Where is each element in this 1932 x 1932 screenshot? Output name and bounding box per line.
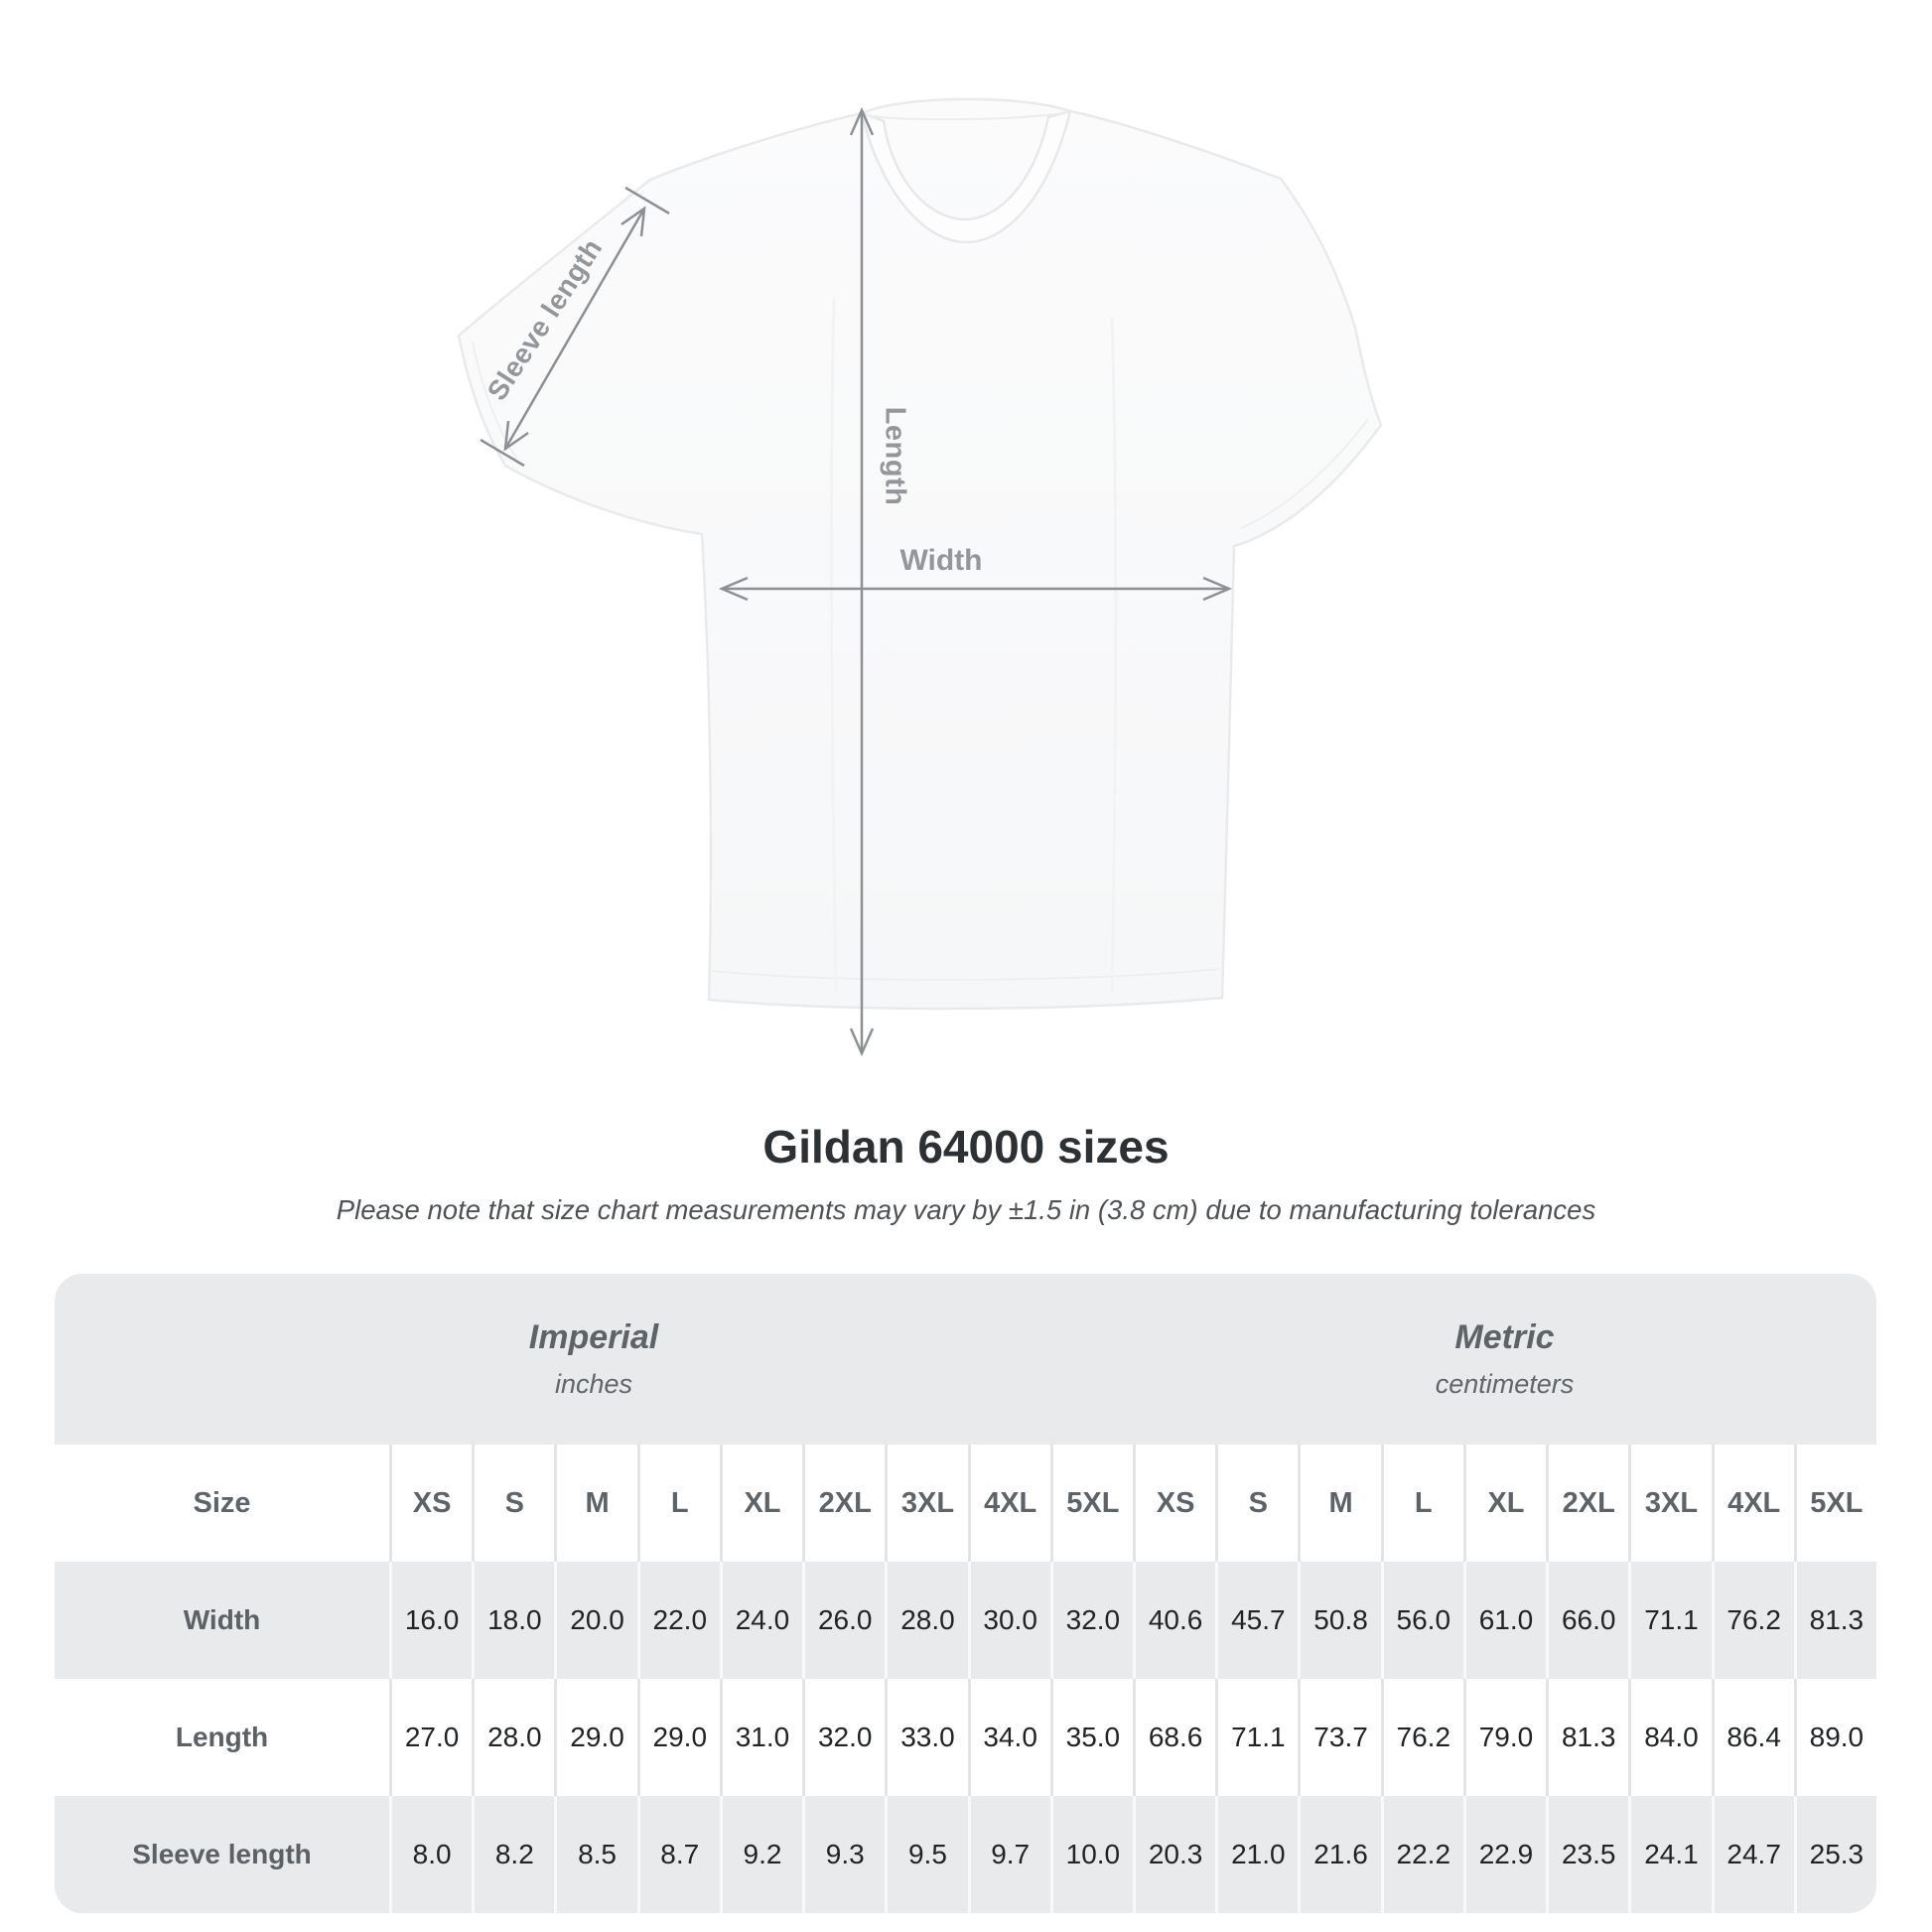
value-cell: 33.0 <box>885 1679 968 1796</box>
value-cell: 29.0 <box>636 1679 720 1796</box>
size-header-cell: L <box>1380 1445 1463 1562</box>
value-cell: 20.3 <box>1132 1796 1216 1913</box>
value-cell: 28.0 <box>472 1679 555 1796</box>
size-header-cell: XL <box>1462 1445 1547 1562</box>
value-cell: 79.0 <box>1462 1679 1547 1796</box>
value-cell: 8.0 <box>389 1796 473 1913</box>
value-cell: 18.0 <box>472 1562 555 1679</box>
size-header-cell: 2XL <box>802 1445 886 1562</box>
value-cell: 76.2 <box>1711 1562 1794 1679</box>
page-title: Gildan 64000 sizes <box>762 1121 1170 1173</box>
value-cell: 32.0 <box>1049 1562 1133 1679</box>
value-cell: 81.3 <box>1793 1562 1876 1679</box>
value-cell: 16.0 <box>389 1562 473 1679</box>
value-cell: 24.7 <box>1711 1796 1794 1913</box>
value-cell: 9.3 <box>802 1796 886 1913</box>
value-cell: 24.0 <box>719 1562 803 1679</box>
measurement-label: Sleeve length <box>55 1796 389 1913</box>
value-cell: 25.3 <box>1793 1796 1876 1913</box>
value-cell: 23.5 <box>1546 1796 1629 1913</box>
size-header-cell: M <box>554 1445 637 1562</box>
value-cell: 10.0 <box>1049 1796 1133 1913</box>
length-label: Length <box>879 406 911 506</box>
size-table: Imperial inches Metric centimeters Size X… <box>55 1274 1876 1913</box>
value-cell: 50.8 <box>1298 1562 1381 1679</box>
size-header-cell: 3XL <box>1628 1445 1712 1562</box>
value-cell: 28.0 <box>885 1562 968 1679</box>
value-cell: 21.6 <box>1298 1796 1381 1913</box>
value-cell: 86.4 <box>1711 1679 1794 1796</box>
sleeve-length-arrow <box>480 186 670 468</box>
size-header-cell: 2XL <box>1546 1445 1629 1562</box>
metric-title: Metric <box>1454 1318 1555 1356</box>
value-cell: 71.1 <box>1215 1679 1299 1796</box>
metric-unit: centimeters <box>1435 1369 1575 1399</box>
length-arrow <box>849 106 875 1057</box>
size-header-cell: XS <box>389 1445 473 1562</box>
value-cell: 9.7 <box>967 1796 1050 1913</box>
value-cell: 35.0 <box>1049 1679 1133 1796</box>
value-cell: 8.2 <box>472 1796 555 1913</box>
size-header-cell: M <box>1298 1445 1381 1562</box>
value-cell: 40.6 <box>1132 1562 1216 1679</box>
metric-band: Metric centimeters <box>1132 1274 1876 1445</box>
value-cell: 89.0 <box>1793 1679 1876 1796</box>
value-cell: 21.0 <box>1215 1796 1299 1913</box>
value-cell: 73.7 <box>1298 1679 1381 1796</box>
tolerance-note: Please note that size chart measurements… <box>336 1194 1596 1225</box>
value-cell: 29.0 <box>554 1679 637 1796</box>
value-cell: 81.3 <box>1546 1679 1629 1796</box>
value-cell: 9.5 <box>885 1796 968 1913</box>
value-cell: 71.1 <box>1628 1562 1712 1679</box>
value-cell: 27.0 <box>389 1679 473 1796</box>
value-cell: 68.6 <box>1132 1679 1216 1796</box>
value-cell: 9.2 <box>719 1796 803 1913</box>
size-header-cell: 5XL <box>1049 1445 1133 1562</box>
value-cell: 31.0 <box>719 1679 803 1796</box>
value-cell: 22.9 <box>1462 1796 1547 1913</box>
value-cell: 22.0 <box>636 1562 720 1679</box>
value-cell: 32.0 <box>802 1679 886 1796</box>
value-cell: 45.7 <box>1215 1562 1299 1679</box>
tshirt-diagram <box>457 97 1383 1057</box>
value-cell: 34.0 <box>967 1679 1050 1796</box>
imperial-unit: inches <box>554 1369 633 1399</box>
width-label: Width <box>899 544 983 577</box>
collar <box>860 109 1072 244</box>
value-cell: 26.0 <box>802 1562 886 1679</box>
measurement-label: Length <box>55 1679 389 1796</box>
imperial-band: Imperial inches <box>55 1274 1133 1445</box>
value-cell: 76.2 <box>1380 1679 1463 1796</box>
size-header-cell: 4XL <box>1711 1445 1794 1562</box>
size-header-cell: 3XL <box>885 1445 968 1562</box>
size-header-cell: XS <box>1132 1445 1216 1562</box>
value-cell: 22.2 <box>1380 1796 1463 1913</box>
width-arrow <box>718 576 1233 602</box>
value-cell: 8.7 <box>636 1796 720 1913</box>
size-header-cell: XL <box>719 1445 803 1562</box>
tshirt-graphic <box>457 97 1383 1011</box>
value-cell: 66.0 <box>1546 1562 1629 1679</box>
value-cell: 56.0 <box>1380 1562 1463 1679</box>
measurement-label: Width <box>55 1562 389 1679</box>
size-header-cell: 5XL <box>1793 1445 1876 1562</box>
size-header-cell: L <box>636 1445 720 1562</box>
value-cell: 8.5 <box>554 1796 637 1913</box>
value-cell: 24.1 <box>1628 1796 1712 1913</box>
value-cell: 61.0 <box>1462 1562 1547 1679</box>
size-header-cell: 4XL <box>967 1445 1050 1562</box>
value-cell: 20.0 <box>554 1562 637 1679</box>
size-column-header: Size <box>55 1445 389 1562</box>
size-header-cell: S <box>472 1445 555 1562</box>
value-cell: 84.0 <box>1628 1679 1712 1796</box>
size-header-cell: S <box>1215 1445 1299 1562</box>
imperial-title: Imperial <box>528 1318 659 1356</box>
value-cell: 30.0 <box>967 1562 1050 1679</box>
